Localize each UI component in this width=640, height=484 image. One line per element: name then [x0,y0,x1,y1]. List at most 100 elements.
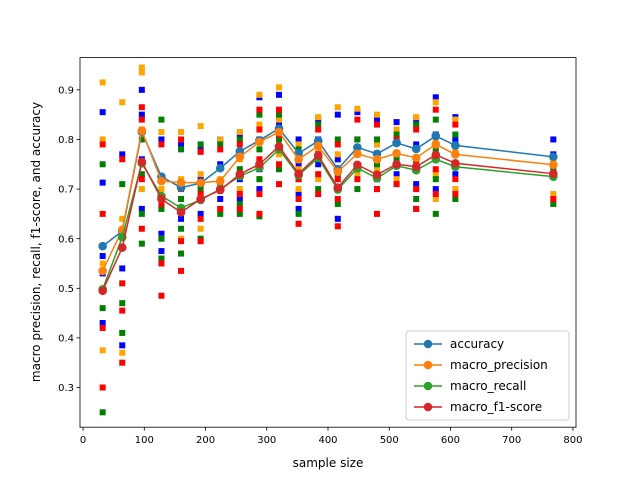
scatter-point [138,104,145,111]
series-marker [294,155,303,164]
y-tick-label: 0.6 [58,234,74,245]
scatter-point [158,116,165,123]
scatter-point [276,106,283,113]
scatter-point [452,121,459,128]
scatter-point [217,146,224,153]
axes-layer: 0 100 200 300 400 500 600 700 800 0.3 0.4 0.5 0.6 0.7… [58,57,582,446]
scatter-point [236,136,243,143]
scatter-point [178,215,185,222]
legend-label: accuracy [450,337,504,351]
legend-item: macro_f1-score [414,400,542,414]
scatter-point [99,141,106,148]
scatter-point [432,210,439,217]
scatter-point [315,191,322,198]
scatter-point [432,186,439,193]
scatter-point [178,267,185,274]
legend-item: macro_precision [414,358,548,372]
scatter-point [550,195,557,202]
x-tick-label: 0 [80,435,86,446]
scatter-point [334,215,341,222]
legend-item: macro_recall [414,379,526,393]
x-tick-label: 200 [196,435,215,446]
scatter-point [99,253,106,260]
scatter-point [99,305,106,312]
scatter-point [276,84,283,91]
series-marker [411,162,421,172]
scatter-point [315,171,322,178]
series-marker [274,142,284,151]
scatter-point [138,205,145,212]
series-macro_precision [98,126,558,276]
series-marker [274,127,284,137]
scatter-point [452,131,459,138]
scatter-point [197,225,204,232]
scatter-point [119,280,126,287]
scatter-point [373,161,380,168]
legend-label: macro_f1-score [450,400,542,414]
series-marker [215,163,225,173]
scatter-point [197,210,204,217]
series-marker [451,150,460,159]
scatter-point [158,248,165,255]
y-tick-label: 0.4 [58,334,74,345]
scatter-point [158,230,165,237]
series-marker [353,149,362,159]
series-marker [431,131,441,141]
scatter-point [256,186,263,193]
scatter-point [236,205,243,212]
scatter-point [178,250,185,257]
legend-item: accuracy [414,337,504,351]
scatter-point [295,195,302,202]
scatter-point [256,156,263,163]
series-marker [333,183,343,192]
scatter-point [217,141,224,148]
scatter-point [393,119,400,126]
scatter-point [99,210,106,217]
scatter-point [354,176,361,183]
scatter-point [452,195,459,202]
scatter-point [99,260,106,267]
scatter-point [158,292,165,299]
scatter-point [276,166,283,173]
scatter-point [295,141,302,148]
scatter-point [276,116,283,123]
scatter-point [413,195,420,202]
scatter-point [119,359,126,366]
legend-label: macro_recall [450,379,526,393]
series-marker [549,160,558,170]
series-marker [137,157,147,167]
scatter-point [197,186,204,193]
scatter-point [217,205,224,212]
lines-layer [98,124,558,296]
scatter-point [138,240,145,247]
scatter-point [99,409,106,416]
series-marker [215,176,225,186]
scatter-point [432,166,439,173]
scatter-point [178,146,185,153]
scatter-point [373,141,380,148]
scatter-point [236,191,243,198]
scatter-point [256,126,263,133]
scatter-point [334,111,341,118]
scatter-point [256,146,263,153]
scatter-point [432,94,439,101]
scatter-point [256,176,263,183]
y-tick-label: 0.7 [58,185,74,196]
scatter-point [393,131,400,138]
x-tick-label: 600 [441,435,460,446]
scatter-point [315,126,322,133]
scatter-point [256,106,263,113]
scatter-point [217,136,224,143]
legend-label: macro_precision [450,358,548,372]
scatter-point [354,116,361,123]
scatter-point [315,121,322,128]
series-marker [451,141,460,150]
series-marker [255,137,264,147]
scatter-point [99,320,106,327]
scatter-point [158,205,165,212]
scatter-point [550,200,557,207]
legend-marker [423,381,433,391]
scatter-point [452,116,459,123]
